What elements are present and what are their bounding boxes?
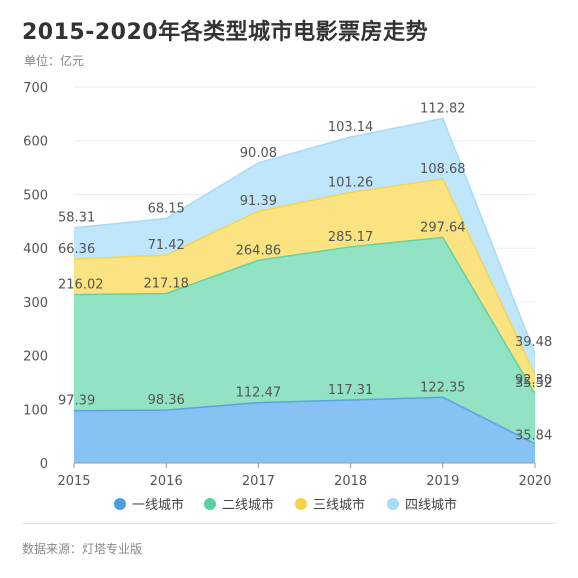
area-series-3 — [74, 179, 535, 395]
data-label: 71.42 — [148, 238, 185, 253]
y-tick-label: 600 — [23, 135, 48, 150]
legend-label-3: 三线城市 — [313, 497, 365, 513]
y-tick-label: 100 — [23, 403, 48, 418]
area-series-4 — [74, 118, 535, 376]
data-label: 112.82 — [420, 101, 466, 116]
footer-divider — [22, 523, 556, 524]
unit-label: 单位：亿元 — [24, 54, 85, 68]
data-label: 91.39 — [240, 194, 277, 209]
data-label: 92.30 — [515, 373, 552, 388]
data-label: 103.14 — [328, 120, 374, 135]
data-label: 285.17 — [328, 230, 374, 245]
data-label: 90.08 — [240, 146, 277, 161]
data-label: 217.18 — [143, 277, 189, 292]
data-source: 数据来源：灯塔专业版 — [22, 542, 143, 556]
y-tick-label: 0 — [40, 457, 48, 472]
x-tick-label: 2016 — [150, 474, 183, 489]
data-label: 108.68 — [420, 162, 466, 177]
stacked-area-chart: 0 100 200 300 400 500 600 700 2015 2016 2017 2018 20… — [23, 81, 552, 513]
data-label: 66.36 — [58, 242, 95, 257]
data-label: 97.39 — [58, 394, 95, 409]
x-tick-label: 2015 — [57, 474, 90, 489]
legend-marker-1 — [114, 498, 126, 510]
legend-label-2: 二线城市 — [222, 497, 274, 513]
data-label: 39.48 — [515, 335, 552, 350]
data-label: 35.84 — [515, 429, 552, 444]
data-label: 117.31 — [328, 383, 374, 398]
x-tick-label: 2018 — [334, 474, 367, 489]
y-tick-label: 300 — [23, 296, 48, 311]
y-tick-label: 200 — [23, 350, 48, 365]
y-tick-label: 700 — [23, 81, 48, 96]
line-series-1 — [73, 396, 536, 445]
legend-label-1: 一线城市 — [132, 497, 184, 513]
area-series-1 — [74, 397, 535, 463]
data-label: 216.02 — [58, 278, 104, 293]
data-label: 122.35 — [420, 380, 466, 395]
legend-marker-2 — [204, 498, 216, 510]
x-tick-label: 2020 — [518, 474, 551, 489]
y-tick-label: 500 — [23, 188, 48, 203]
line-series-3 — [73, 178, 536, 376]
legend-label-4: 四线城市 — [405, 497, 457, 513]
data-label: 297.64 — [420, 220, 466, 235]
legend-marker-3 — [295, 498, 307, 510]
y-tick-label: 400 — [23, 242, 48, 257]
data-label: 112.47 — [236, 386, 282, 401]
line-series-2 — [73, 236, 536, 395]
data-label: 101.26 — [328, 175, 374, 190]
chart-title: 2015-2020年各类型城市电影票房走势 — [22, 20, 429, 45]
data-label: 35.52 — [515, 376, 552, 391]
data-label: 68.15 — [148, 202, 185, 217]
x-tick-label: 2017 — [242, 474, 275, 489]
line-series-4 — [73, 117, 536, 355]
data-label: 58.31 — [58, 211, 95, 226]
legend-marker-4 — [387, 498, 399, 510]
x-tick-label: 2019 — [426, 474, 459, 489]
data-label: 264.86 — [236, 243, 282, 258]
area-series-2 — [74, 237, 535, 444]
data-label: 98.36 — [148, 393, 185, 408]
